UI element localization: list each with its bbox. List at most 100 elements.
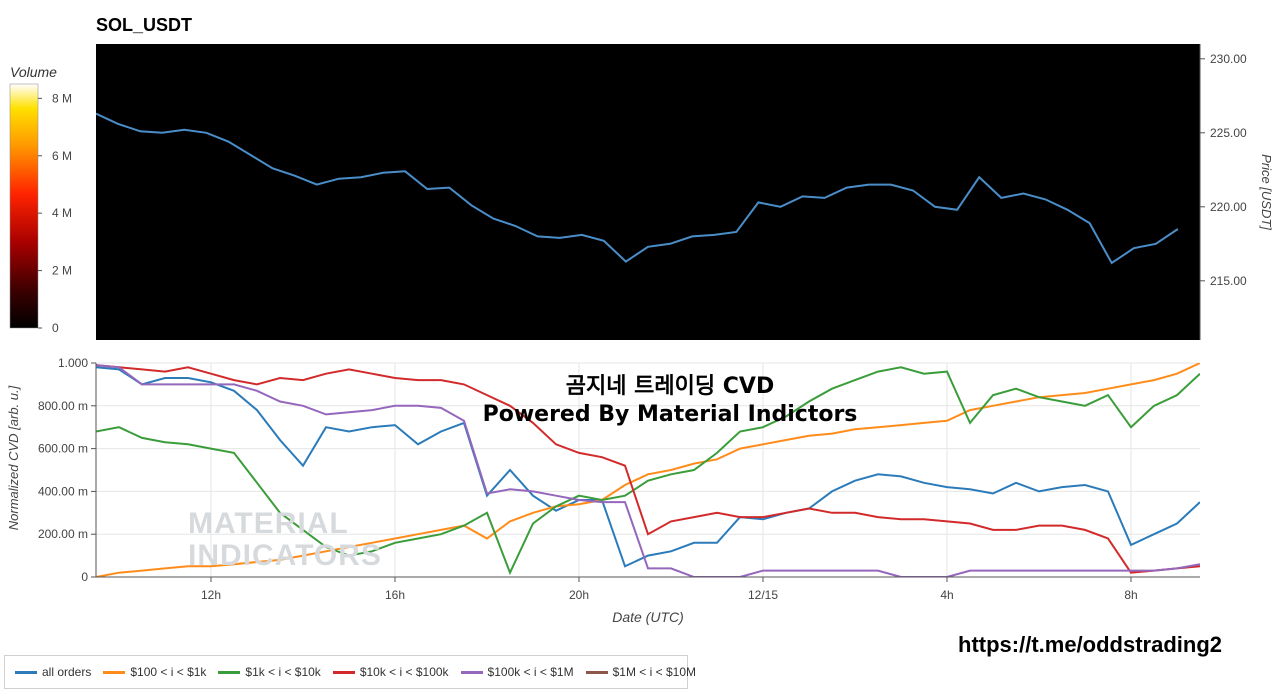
heatmap-cell xyxy=(444,264,451,275)
heatmap-cell xyxy=(774,140,781,151)
heatmap-cell xyxy=(924,245,931,256)
heatmap-cell xyxy=(984,284,991,295)
heatmap-cell xyxy=(654,284,661,295)
heatmap-cell xyxy=(702,149,709,160)
heatmap-cell xyxy=(498,120,505,131)
heatmap-cell xyxy=(312,159,319,170)
heatmap-cell xyxy=(1050,312,1057,323)
heatmap-cell xyxy=(228,245,235,256)
heatmap-cell xyxy=(900,332,907,340)
heatmap-cell xyxy=(966,226,973,237)
heatmap-cell xyxy=(636,255,643,266)
heatmap-cell xyxy=(726,236,733,247)
heatmap-cell xyxy=(924,236,931,247)
heatmap-cell xyxy=(624,188,631,199)
heatmap-cell xyxy=(840,168,847,179)
heatmap-cell xyxy=(960,236,967,247)
heatmap-cell xyxy=(576,303,583,314)
heatmap-cell xyxy=(552,130,559,141)
heatmap-cell xyxy=(756,159,763,170)
heatmap-cell xyxy=(828,53,835,64)
heatmap-cell xyxy=(954,236,961,247)
heatmap-cell xyxy=(174,255,181,266)
heatmap-cell xyxy=(156,63,163,74)
heatmap-cell xyxy=(150,72,157,83)
heatmap-cell xyxy=(720,312,727,323)
heatmap-cell xyxy=(414,159,421,170)
heatmap-cell xyxy=(228,236,235,247)
heatmap-cell xyxy=(96,245,103,256)
heatmap-cell xyxy=(312,149,319,160)
heatmap-cell xyxy=(882,303,889,314)
heatmap-cell xyxy=(978,197,985,208)
heatmap-cell xyxy=(756,293,763,304)
heatmap-cell xyxy=(342,284,349,295)
heatmap-cell xyxy=(600,216,607,227)
heatmap-cell xyxy=(330,178,337,189)
heatmap-cell xyxy=(672,44,679,55)
heatmap-cell xyxy=(762,82,769,93)
heatmap-cell xyxy=(672,140,679,151)
heatmap-cell xyxy=(648,72,655,83)
heatmap-cell xyxy=(888,140,895,151)
heatmap-cell xyxy=(852,312,859,323)
heatmap-cell xyxy=(156,322,163,333)
heatmap-cell xyxy=(774,207,781,218)
heatmap-cell xyxy=(690,226,697,237)
heatmap-cell xyxy=(150,92,157,103)
heatmap-cell xyxy=(528,140,535,151)
heatmap-cell xyxy=(660,264,667,275)
heatmap-cell xyxy=(750,322,757,333)
heatmap-cell xyxy=(120,92,127,103)
heatmap-cell xyxy=(396,245,403,256)
heatmap-cell xyxy=(108,284,115,295)
heatmap-cell xyxy=(96,140,103,151)
heatmap-cell xyxy=(798,101,805,112)
heatmap-cell xyxy=(228,274,235,285)
heatmap-cell xyxy=(996,159,1003,170)
heatmap-cell xyxy=(438,188,445,199)
heatmap-cell xyxy=(1008,216,1015,227)
heatmap-cell xyxy=(702,168,709,179)
heatmap-cell xyxy=(492,264,499,275)
heatmap-cell xyxy=(702,216,709,227)
heatmap-cell xyxy=(462,130,469,141)
heatmap-cell xyxy=(198,82,205,93)
heatmap-cell xyxy=(858,111,865,122)
heatmap-cell xyxy=(612,53,619,64)
heatmap-cell xyxy=(384,53,391,64)
heatmap-cell xyxy=(168,255,175,266)
heatmap-cell xyxy=(618,274,625,285)
heatmap-cell xyxy=(1056,245,1063,256)
heatmap-cell xyxy=(894,303,901,314)
heatmap-cell xyxy=(366,245,373,256)
heatmap-cell xyxy=(636,44,643,55)
heatmap-cell xyxy=(582,53,589,64)
heatmap-cell xyxy=(180,149,187,160)
heatmap-cell xyxy=(960,63,967,74)
heatmap-cell xyxy=(948,322,955,333)
heatmap-cell xyxy=(954,72,961,83)
heatmap-cell xyxy=(966,332,973,340)
heatmap-cell xyxy=(480,53,487,64)
heatmap-cell xyxy=(984,188,991,199)
heatmap-cell xyxy=(936,255,943,266)
heatmap-cell xyxy=(1002,140,1009,151)
heatmap-cell xyxy=(972,92,979,103)
heatmap-cell xyxy=(954,111,961,122)
heatmap-cell xyxy=(96,44,103,55)
heatmap-cell xyxy=(114,178,121,189)
heatmap-cell xyxy=(726,44,733,55)
heatmap-cell xyxy=(726,188,733,199)
heatmap-cell xyxy=(582,72,589,83)
heatmap-cell xyxy=(570,149,577,160)
heatmap-cell xyxy=(660,72,667,83)
heatmap-cell xyxy=(672,72,679,83)
heatmap-cell xyxy=(492,63,499,74)
heatmap-cell xyxy=(732,264,739,275)
heatmap-cell xyxy=(834,44,841,55)
heatmap-cell xyxy=(180,178,187,189)
heatmap-cell xyxy=(654,140,661,151)
heatmap-cell xyxy=(744,72,751,83)
heatmap-cell xyxy=(1014,159,1021,170)
